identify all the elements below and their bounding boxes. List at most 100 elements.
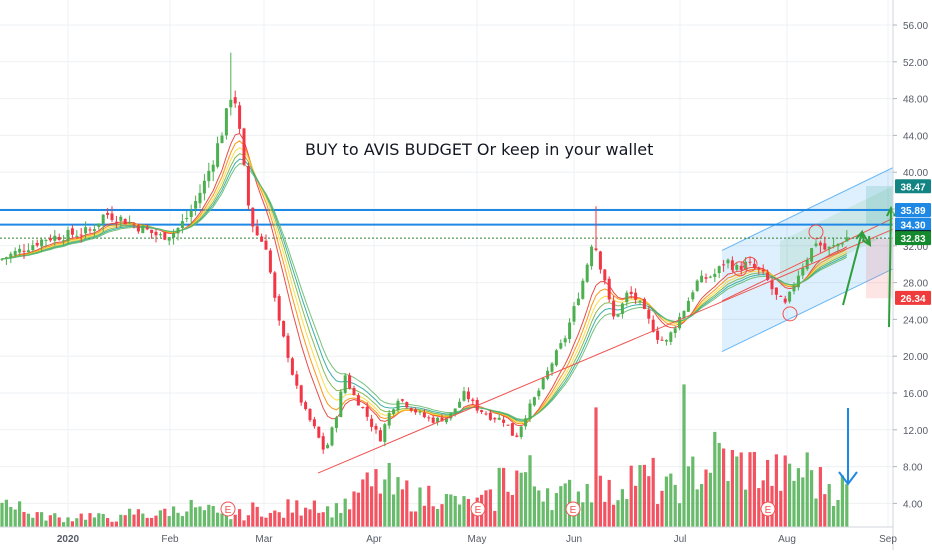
volume-bar	[387, 462, 391, 527]
earnings-marker[interactable]	[220, 501, 236, 517]
candle-body	[810, 248, 814, 262]
volume-bar	[13, 509, 17, 527]
volume-bar	[669, 473, 673, 527]
volume-bar	[246, 515, 250, 527]
candle-body	[13, 251, 17, 256]
candle-body	[97, 223, 101, 227]
volume-bar	[708, 472, 712, 527]
y-tick-label: 8.00	[903, 463, 923, 474]
candle-body	[145, 227, 149, 230]
x-tick-label: 2020	[57, 534, 80, 545]
volume-bar	[0, 502, 4, 527]
price-badge-label: 32.83	[900, 234, 925, 245]
candle-body	[532, 397, 536, 406]
candle-body	[541, 378, 545, 390]
candle-body	[660, 339, 664, 341]
x-tick-label: Feb	[161, 534, 179, 545]
candle-body	[832, 245, 836, 247]
candle-body	[246, 166, 250, 206]
volume-bar	[286, 499, 290, 527]
candle-body	[651, 319, 655, 332]
volume-bar	[172, 506, 176, 527]
volume-bar	[207, 504, 211, 527]
volume-bar	[642, 464, 646, 527]
volume-bar	[277, 512, 281, 527]
candle-body	[79, 234, 83, 236]
volume-bar	[757, 488, 761, 527]
candle-body	[805, 260, 809, 270]
volume-bar	[216, 512, 220, 527]
candle-body	[339, 391, 343, 418]
volume-bar	[251, 502, 255, 527]
volume-bar	[330, 517, 334, 527]
earnings-marker[interactable]	[565, 501, 581, 517]
volume-bar	[123, 515, 127, 527]
candle-body	[730, 260, 734, 271]
volume-bar	[510, 495, 514, 527]
volume-bar	[194, 507, 198, 527]
candle-body	[172, 233, 176, 238]
x-tick-label: Jun	[566, 534, 582, 545]
volume-bar	[268, 512, 272, 527]
volume-bar	[9, 506, 13, 527]
candle-body	[233, 97, 237, 104]
volume-bar	[532, 486, 536, 527]
candle-body	[546, 370, 550, 379]
earnings-marker[interactable]	[470, 501, 486, 517]
candle-body	[48, 238, 52, 241]
volume-bar	[238, 509, 242, 527]
volume-bar	[801, 477, 805, 527]
volume-bar	[119, 514, 123, 527]
candle-body	[682, 310, 686, 319]
candle-body	[642, 298, 646, 309]
volume-bar	[308, 509, 312, 527]
candle-body	[572, 306, 576, 322]
volume-bar	[590, 502, 594, 527]
volume-bar	[136, 509, 140, 527]
candle-body	[194, 201, 198, 209]
candle-body	[484, 413, 488, 415]
volume-bar	[629, 465, 633, 527]
volume-bar	[616, 500, 620, 527]
candle-body	[101, 214, 105, 224]
candle-body	[774, 287, 778, 295]
earnings-marker-label: E	[570, 505, 577, 516]
green-arrow-1	[842, 231, 863, 306]
candle-body	[211, 164, 215, 172]
volume-bar	[462, 496, 466, 527]
volume-bar	[26, 513, 30, 527]
candle-body	[761, 269, 765, 272]
candle-body	[35, 242, 39, 246]
volume-bar	[361, 479, 365, 527]
price-badge: 34.30	[895, 217, 931, 232]
volume-bar	[695, 489, 699, 527]
volume-bar	[840, 475, 844, 527]
candle-body	[312, 419, 316, 427]
candle-body	[563, 338, 567, 343]
chart-annotation: BUY to AVIS BUDGET Or keep in your walle…	[305, 140, 653, 159]
earnings-marker[interactable]	[760, 501, 776, 517]
volume-bar	[484, 490, 488, 527]
y-tick-label: 20.00	[903, 352, 928, 363]
candle-body	[748, 261, 752, 263]
y-tick-label: 52.00	[903, 58, 928, 69]
volume-bar	[788, 463, 792, 527]
candle-body	[330, 427, 334, 446]
volume-bar	[40, 512, 44, 527]
volume-bar	[519, 472, 523, 527]
y-tick-label: 24.00	[903, 315, 928, 326]
candle-body	[449, 413, 453, 419]
volume-bar	[383, 479, 387, 527]
volume-bar	[792, 480, 796, 527]
candle-body	[634, 292, 638, 300]
candle-body	[370, 418, 374, 427]
volume-bar	[845, 484, 849, 527]
candle-body	[321, 436, 325, 450]
volume-bar	[810, 470, 814, 527]
candle-body	[519, 426, 523, 437]
candle-body	[620, 303, 624, 314]
volume-bar	[678, 503, 682, 527]
candle-body	[845, 237, 849, 242]
candle-body	[458, 401, 462, 408]
candle-body	[664, 339, 668, 342]
